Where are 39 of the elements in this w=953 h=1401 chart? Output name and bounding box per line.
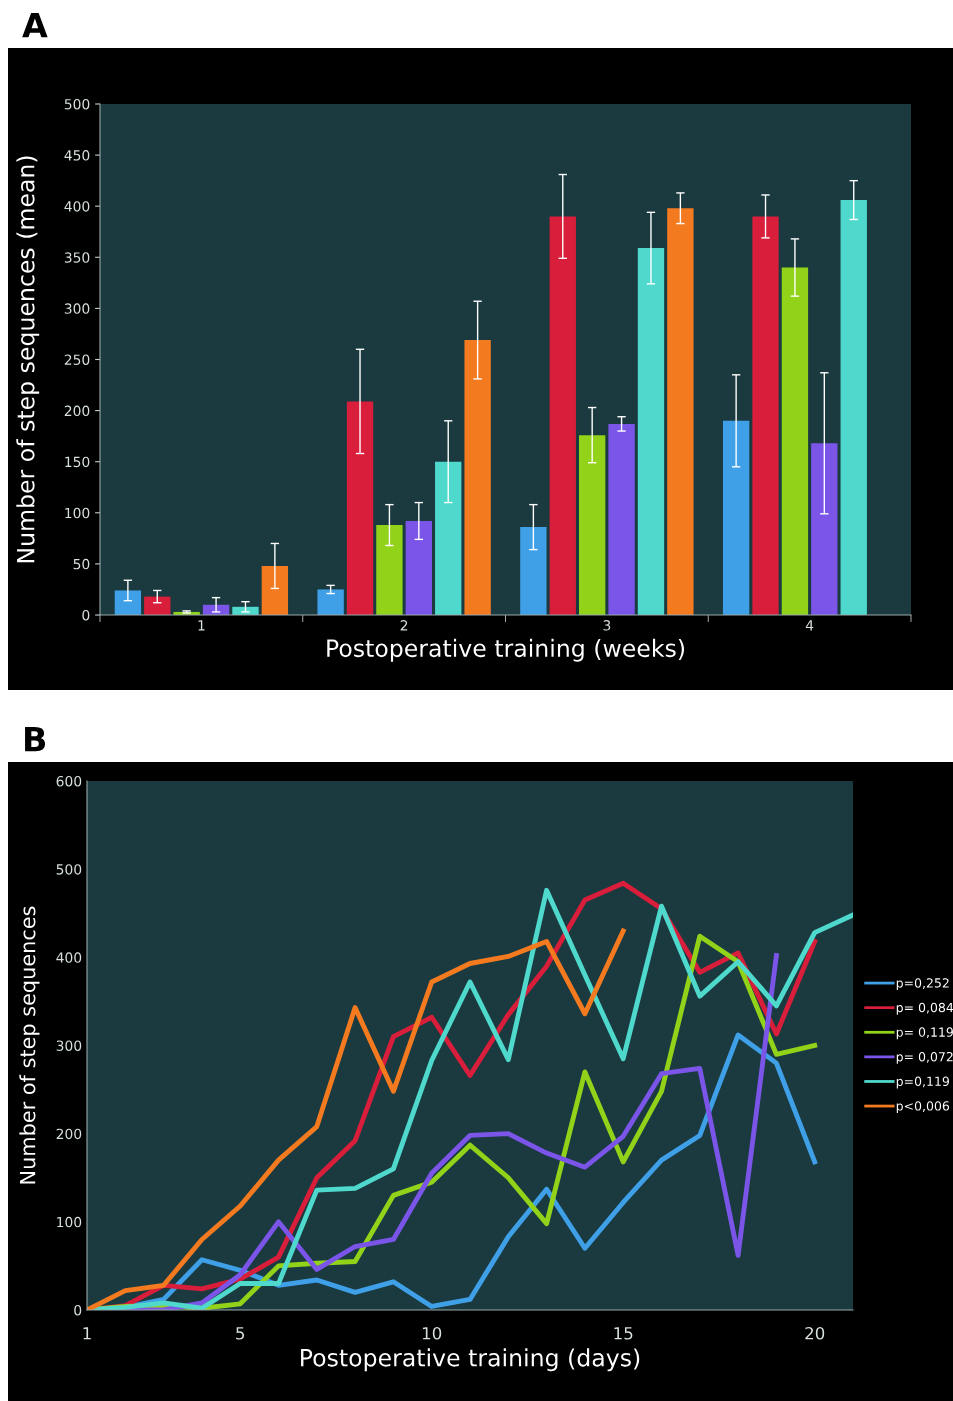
- legend-label: p=0,119: [896, 1076, 949, 1089]
- y-tick-label: 600: [56, 775, 82, 787]
- chart-title: B: [25, 726, 46, 752]
- y-tick-label: 200: [64, 405, 90, 417]
- y-tick-label: 200: [56, 1128, 82, 1140]
- x-tick-label: 1: [198, 620, 205, 631]
- y-tick-label: 150: [65, 456, 90, 468]
- x-tick-label: 1: [83, 1327, 91, 1340]
- y-axis-title: Number of step sequences (mean): [16, 156, 40, 563]
- y-tick-label: 350: [64, 252, 90, 263]
- legend-label: p=0,252: [896, 978, 949, 991]
- y-tick-label: 400: [56, 952, 82, 963]
- y-tick-label: 250: [64, 354, 90, 365]
- x-axis-title: Postoperative training (days): [301, 1348, 640, 1372]
- y-tick-label: 300: [64, 303, 90, 314]
- x-tick-label: 3: [603, 620, 611, 631]
- y-tick-label: 50: [73, 558, 90, 570]
- x-axis-title: Postoperative training (weeks): [327, 638, 685, 662]
- y-tick-label: 300: [56, 1040, 82, 1051]
- x-tick-label: 10: [422, 1326, 442, 1340]
- y-tick-label: 500: [56, 864, 82, 875]
- y-tick-label: 0: [82, 609, 90, 621]
- legend-label: p= 0,072: [896, 1051, 953, 1064]
- y-tick-label: 500: [64, 98, 90, 110]
- x-tick-label: 20: [805, 1326, 825, 1340]
- x-tick-label: 4: [805, 620, 814, 631]
- y-tick-label: 450: [64, 150, 90, 161]
- chart-title: A: [22, 12, 48, 38]
- legend-label: p= 0,084: [896, 1002, 953, 1015]
- x-tick-label: 5: [236, 1327, 245, 1340]
- x-tick-label: 15: [614, 1327, 633, 1340]
- y-axis-title: Number of step sequences: [19, 906, 40, 1184]
- y-tick-label: 100: [57, 1216, 82, 1228]
- y-tick-label: 0: [74, 1304, 82, 1316]
- legend-label: p= 0,119: [896, 1027, 953, 1040]
- y-tick-label: 100: [65, 507, 90, 519]
- y-tick-label: 400: [64, 201, 90, 212]
- legend-label: p<0,006: [896, 1101, 950, 1114]
- x-tick-label: 2: [400, 620, 408, 631]
